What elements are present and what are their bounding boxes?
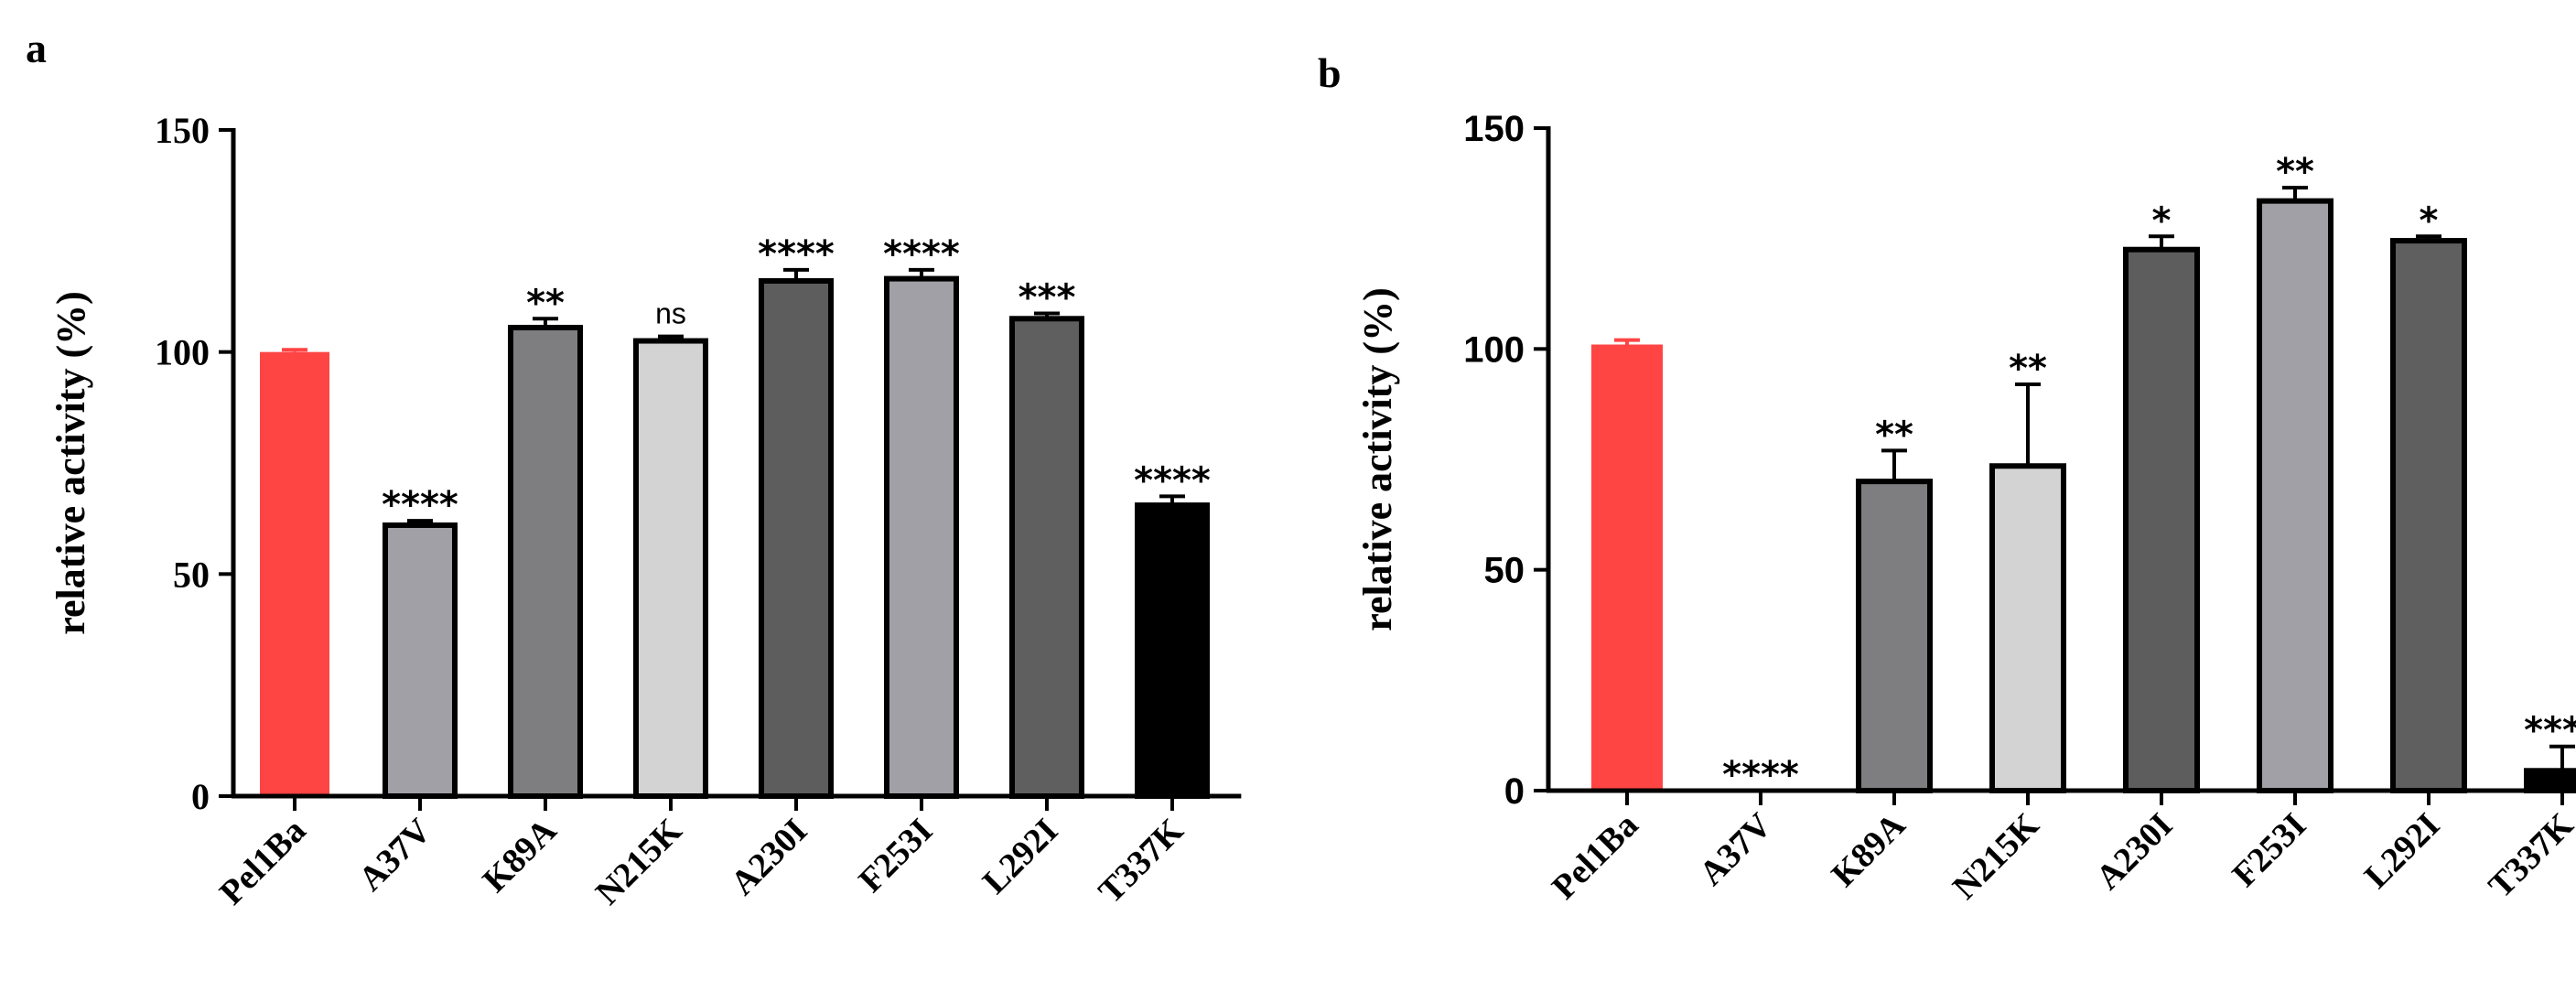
bar-A230I xyxy=(2123,246,2200,793)
x-tick-label-F253I: F253I xyxy=(851,812,940,900)
significance-label-A230I: * xyxy=(2152,199,2172,242)
y-tick-label-150: 150 xyxy=(155,110,210,151)
x-tick-label-L292I: L292I xyxy=(2357,806,2447,896)
y-axis-label: relative activity (%) xyxy=(49,291,93,634)
significance-label-N215K: ** xyxy=(2009,348,2047,390)
x-tick-label-A230I: A230I xyxy=(723,812,814,903)
significance-label-N215K: ns xyxy=(655,297,686,330)
significance-label-K89A: ** xyxy=(526,282,565,324)
bar-N215K xyxy=(1989,463,2066,793)
x-tick-label-T337K: T337K xyxy=(2482,805,2576,905)
x-tick-label-K89A: K89A xyxy=(1824,805,1913,894)
significance-label-F253I: **** xyxy=(883,233,960,275)
bar-F253I xyxy=(884,275,959,799)
panel-letter: b xyxy=(1318,49,1342,96)
bar-K89A xyxy=(508,324,583,799)
x-tick-label-Pel1Ba: Pel1Ba xyxy=(1545,806,1645,907)
y-tick-label-0: 0 xyxy=(1504,771,1525,812)
bar-A230I xyxy=(759,278,834,800)
bar-Pel1Ba xyxy=(1591,344,1663,791)
bar-K89A xyxy=(1856,479,1933,794)
x-tick-label-Pel1Ba: Pel1Ba xyxy=(212,812,313,912)
significance-label-A230I: **** xyxy=(758,233,835,275)
x-tick-label-A37V: A37V xyxy=(1692,805,1780,893)
bar-N215K xyxy=(633,338,708,799)
bar-L292I xyxy=(2390,238,2467,793)
bar-T337K xyxy=(2524,768,2576,794)
panel-letter: a xyxy=(26,25,47,71)
significance-label-A37V: **** xyxy=(382,484,458,526)
y-tick-label-50: 50 xyxy=(1484,551,1525,591)
x-tick-label-N215K: N215K xyxy=(588,811,690,912)
significance-label-L292I: * xyxy=(2420,199,2439,242)
y-tick-label-0: 0 xyxy=(191,776,210,817)
y-tick-label-100: 100 xyxy=(1463,329,1525,370)
panel-a: a relative activity (%) Pel1Ba **** A37V ** K8… xyxy=(26,25,1242,912)
x-tick-label-F253I: F253I xyxy=(2225,806,2313,895)
y-axis-label: relative activity (%) xyxy=(1355,287,1400,630)
y-tick-label-100: 100 xyxy=(155,332,210,373)
x-tick-label-N215K: N215K xyxy=(1945,805,2047,907)
y-tick-label-150: 150 xyxy=(1463,109,1525,149)
x-tick-label-A230I: A230I xyxy=(2088,806,2180,898)
bar-L292I xyxy=(1009,316,1084,799)
x-tick-label-A37V: A37V xyxy=(351,811,439,899)
significance-label-T337K: **** xyxy=(2524,710,2576,752)
x-tick-label-T337K: T337K xyxy=(1092,811,1191,910)
significance-label-L292I: *** xyxy=(1019,276,1076,318)
x-tick-label-L292I: L292I xyxy=(975,812,1065,901)
significance-label-F253I: ** xyxy=(2276,151,2314,193)
x-tick-label-K89A: K89A xyxy=(475,811,564,900)
significance-label-T337K: **** xyxy=(1134,459,1211,501)
bar-A37V xyxy=(383,522,458,799)
bar-Pel1Ba xyxy=(260,351,329,796)
bar-F253I xyxy=(2257,198,2333,793)
significance-label-K89A: ** xyxy=(1875,414,1913,456)
bar-T337K xyxy=(1135,502,1210,800)
y-tick-label-50: 50 xyxy=(173,554,210,595)
